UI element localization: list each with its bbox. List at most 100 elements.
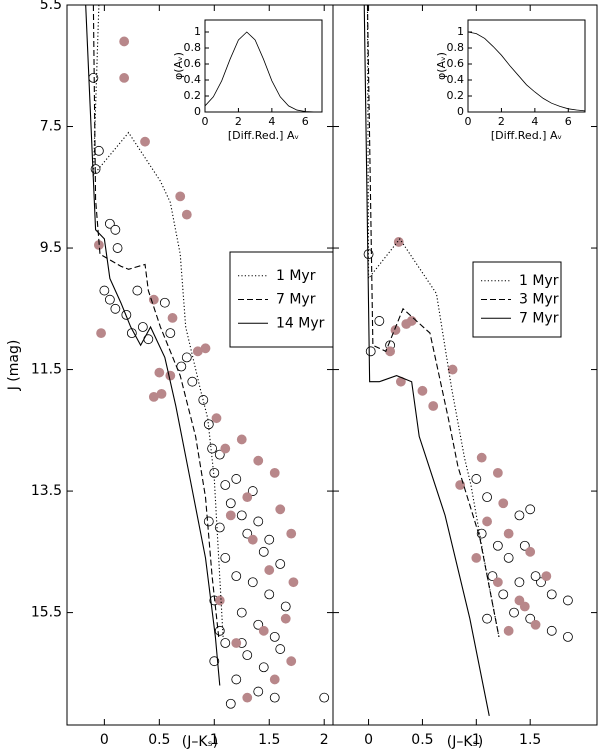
data-point	[374, 316, 385, 326]
x-tick-label: 2	[320, 732, 329, 748]
data-point	[242, 692, 253, 703]
inset-x-tick-label: 4	[531, 115, 538, 128]
data-point	[519, 540, 530, 551]
x-tick-label: 0.5	[148, 732, 170, 748]
data-point	[253, 455, 264, 466]
data-point	[492, 540, 503, 551]
data-point	[319, 692, 330, 703]
data-point	[119, 73, 130, 83]
inset-y-tick-label: 0.2	[184, 89, 202, 102]
data-point	[525, 504, 536, 515]
data-point	[546, 625, 557, 636]
y-axis-label: J (mag)	[6, 340, 22, 392]
data-point	[207, 443, 217, 454]
data-point	[220, 443, 231, 454]
inset-frame	[467, 19, 586, 113]
data-point	[231, 674, 242, 685]
data-point	[471, 474, 482, 484]
data-point	[455, 480, 466, 490]
data-point	[269, 631, 280, 642]
isochrone	[366, 4, 500, 638]
inset-y-tick-label: 1	[194, 25, 201, 38]
data-point	[525, 546, 536, 557]
inset-y-tick-label: 0	[457, 105, 464, 118]
data-point	[541, 571, 552, 582]
x-axis-label: (J–Kₛ)	[182, 734, 218, 750]
inset-x-label: [Diff.Red.] Aᵥ	[228, 129, 299, 142]
x-tick-label: 1	[472, 732, 481, 748]
inset-x-tick-label: 2	[235, 115, 242, 128]
legend-label: 1 Myr	[276, 268, 316, 284]
data-point	[253, 686, 264, 697]
data-point	[264, 565, 275, 575]
data-point	[546, 589, 557, 600]
data-point	[96, 328, 106, 339]
data-point	[148, 294, 159, 305]
data-point	[110, 224, 121, 235]
y-tick-label: 15.5	[31, 605, 62, 621]
data-point	[503, 625, 514, 636]
data-point	[365, 346, 376, 357]
legend-label: 7 Myr	[276, 292, 316, 308]
data-point	[417, 385, 428, 396]
inset-x-label: [Diff.Red.] Aᵥ	[491, 129, 562, 142]
data-point	[225, 510, 236, 521]
data-point	[275, 559, 286, 569]
inset-x-tick-label: 6	[302, 115, 309, 128]
legend-box	[472, 261, 562, 338]
x-tick-label: 0.5	[411, 732, 433, 748]
data-point	[220, 480, 231, 490]
isochrone	[366, 4, 500, 638]
data-point	[119, 36, 130, 47]
inset-y-tick-label: 0.6	[447, 57, 465, 70]
data-point	[214, 522, 225, 533]
data-point	[519, 601, 530, 612]
data-point	[258, 662, 269, 673]
data-point	[492, 467, 503, 478]
data-point	[509, 607, 519, 618]
data-point	[503, 528, 514, 539]
data-point	[225, 698, 236, 709]
inset-x-tick-label: 6	[565, 115, 572, 128]
inset-x-tick-label: 0	[465, 115, 472, 128]
data-point	[482, 516, 492, 527]
inset-y-tick-label: 0.2	[447, 89, 465, 102]
y-tick-label: 5.5	[40, 0, 62, 13]
data-point	[530, 571, 541, 582]
data-point	[563, 595, 573, 606]
data-point	[253, 619, 264, 630]
data-point	[242, 528, 253, 539]
data-point	[482, 492, 492, 503]
data-point	[498, 498, 509, 509]
inset-y-tick-label: 0.8	[447, 41, 465, 54]
inset-x-tick-label: 4	[268, 115, 275, 128]
y-tick-label: 11.5	[31, 362, 62, 378]
data-point	[220, 553, 231, 563]
inset-y-tick-label: 0.4	[184, 73, 202, 86]
data-point	[536, 577, 546, 588]
data-point	[428, 401, 439, 411]
data-point	[220, 638, 231, 648]
inset-y-tick-label: 0.6	[184, 57, 202, 70]
inset-y-tick-label: 0.4	[447, 73, 465, 86]
data-point	[264, 589, 275, 600]
inset-frame	[204, 19, 323, 113]
data-point	[159, 297, 170, 308]
data-point	[286, 656, 297, 667]
data-point	[236, 434, 247, 445]
legend-label: 1 Myr	[519, 273, 559, 289]
plot-frame	[332, 4, 598, 726]
data-point	[269, 467, 280, 478]
x-tick-label: 1.5	[258, 732, 280, 748]
data-point	[530, 619, 541, 630]
data-point	[214, 595, 225, 606]
data-point	[175, 191, 186, 202]
data-point	[165, 370, 176, 381]
data-point	[503, 553, 514, 563]
data-point	[286, 528, 297, 539]
data-point	[99, 285, 110, 296]
data-point	[247, 486, 258, 496]
data-point	[280, 601, 291, 612]
y-tick-label: 9.5	[40, 240, 62, 256]
